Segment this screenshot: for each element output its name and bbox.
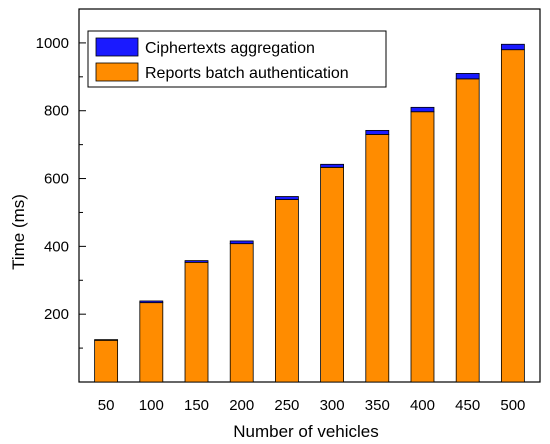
x-tick-label: 450 [455, 397, 480, 414]
y-tick-label: 1000 [36, 35, 69, 52]
x-tick-label: 500 [500, 397, 525, 414]
bar-ciphertexts-aggregation [320, 163, 344, 168]
x-tick-label: 200 [229, 397, 254, 414]
bar-ciphertexts-aggregation [94, 339, 119, 341]
x-tick-label: 50 [98, 397, 115, 414]
bar-ciphertexts-aggregation [229, 240, 254, 245]
y-tick-label: 800 [44, 103, 69, 120]
x-tick-label: 250 [274, 397, 299, 414]
bar-reports-batch-authentication [94, 339, 119, 383]
bar-reports-batch-authentication [500, 49, 525, 383]
y-tick-label: 400 [44, 238, 69, 255]
x-axis-title: Number of vehicles [233, 422, 379, 441]
bar-ciphertexts-aggregation [184, 260, 209, 263]
bar-reports-batch-authentication [229, 243, 254, 383]
bar-reports-batch-authentication [320, 166, 344, 383]
y-tick-label: 600 [44, 171, 69, 188]
legend-swatch [95, 37, 139, 57]
bar-reports-batch-authentication [275, 199, 299, 383]
bar-reports-batch-authentication [139, 302, 164, 383]
bar-reports-batch-authentication [455, 78, 480, 383]
legend-label: Ciphertexts aggregation [145, 40, 315, 57]
y-axis-title: Time (ms) [9, 194, 28, 270]
bar-ciphertexts-aggregation [455, 73, 480, 80]
y-tick-label: 200 [44, 306, 69, 323]
bar-ciphertexts-aggregation [365, 129, 390, 135]
legend-label: Reports batch authentication [145, 65, 349, 82]
x-tick-label: 150 [184, 397, 209, 414]
x-tick-label: 400 [410, 397, 435, 414]
bar-reports-batch-authentication [410, 111, 435, 383]
bar-reports-batch-authentication [184, 261, 209, 383]
bar-ciphertexts-aggregation [410, 106, 435, 113]
bar-ciphertexts-aggregation [275, 196, 299, 200]
plot-area: 200 400 600 800 1000 50 100 150 200 250 300 350 400 4… [36, 8, 541, 414]
x-tick-label: 350 [365, 397, 390, 414]
bar-reports-batch-authentication [365, 134, 390, 383]
x-tick-label: 300 [320, 397, 345, 414]
plot-frame [78, 8, 541, 383]
bar-ciphertexts-aggregation [139, 300, 164, 304]
legend-swatch [95, 62, 139, 82]
bar-ciphertexts-aggregation [500, 43, 525, 51]
x-tick-label: 100 [139, 397, 164, 414]
